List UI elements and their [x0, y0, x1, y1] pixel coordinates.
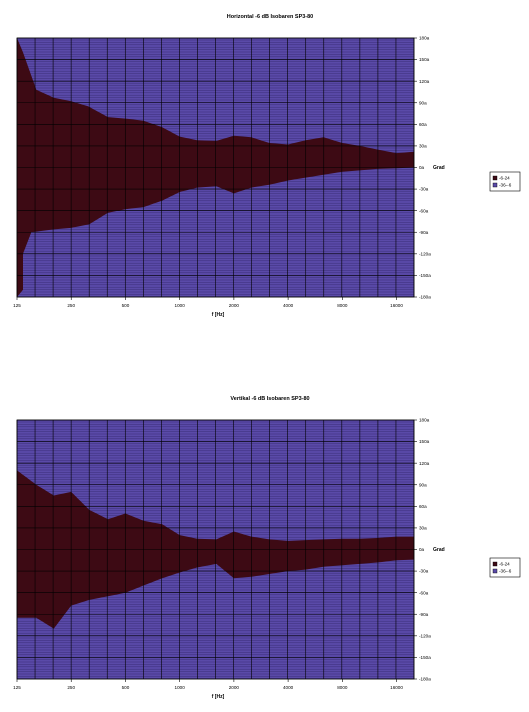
- y-tick-label: -150a: [419, 273, 431, 278]
- x-tick-label: 2000: [229, 303, 240, 308]
- y-tick-label: -180a: [419, 677, 431, 682]
- y-tick-label: -120a: [419, 251, 431, 256]
- x-tick-label: 125: [13, 303, 21, 308]
- horizontal-isobar-chart: Horizontal -6 dB Isobaren SP3-80 180a 150a…: [0, 0, 529, 330]
- x-axis-label: f [Hz]: [212, 694, 225, 700]
- y-tick-label: 90a: [419, 482, 427, 487]
- chart-title: Horizontal -6 dB Isobaren SP3-80: [227, 14, 314, 20]
- x-tick-label: 8000: [337, 303, 348, 308]
- x-tick-label: 8000: [337, 685, 348, 690]
- x-tick-label: 1000: [175, 303, 186, 308]
- x-tick-label: 4000: [283, 303, 294, 308]
- y-tick-label: 150a: [419, 57, 430, 62]
- y-tick-label: 30a: [419, 526, 427, 531]
- legend: -6-24 -36--6: [489, 171, 521, 192]
- y-tick-label: 30a: [419, 144, 427, 149]
- x-tick-label: 250: [67, 303, 75, 308]
- y-tick-label: -150a: [419, 655, 431, 660]
- y-tick-label: 120a: [419, 461, 430, 466]
- y-tick-label: 150a: [419, 439, 430, 444]
- y-tick-label: 0a: [419, 165, 425, 170]
- y-tick-label: -90a: [419, 230, 429, 235]
- legend-label: -6-24: [499, 176, 510, 181]
- chart-svg: Horizontal -6 dB Isobaren SP3-80 180a 150a…: [13, 14, 521, 318]
- y-tick-label: 180a: [419, 418, 430, 423]
- y-tick-label: -30a: [419, 187, 429, 192]
- legend-box: [489, 171, 521, 192]
- y-tick-label: -180a: [419, 295, 431, 300]
- vertical-isobar-chart: Vertikal -6 dB Isobaren SP3-80 180a 150a 12…: [0, 382, 529, 712]
- x-axis-label: f [Hz]: [212, 312, 225, 318]
- legend-box: [489, 557, 521, 578]
- y-tick-label: -30a: [419, 569, 429, 574]
- legend-label: -36--6: [499, 183, 512, 188]
- legend-swatch: [492, 568, 498, 574]
- x-tick-label: 125: [13, 685, 21, 690]
- x-tick-label: 16000: [390, 685, 403, 690]
- legend-swatch: [492, 182, 498, 188]
- x-tick-label: 16000: [390, 303, 403, 308]
- legend-swatch: [492, 561, 498, 567]
- y-tick-label: 0a: [419, 547, 425, 552]
- y-axis-label: Grad: [433, 165, 445, 171]
- x-tick-label: 250: [67, 685, 75, 690]
- y-tick-label: 60a: [419, 504, 427, 509]
- y-tick-label: 90a: [419, 100, 427, 105]
- x-tick-label: 1000: [175, 685, 186, 690]
- chart-title: Vertikal -6 dB Isobaren SP3-80: [230, 396, 309, 402]
- legend-label: -36--6: [499, 569, 512, 574]
- y-tick-label: -120a: [419, 633, 431, 638]
- legend: -6-24 -36--6: [489, 557, 521, 578]
- y-tick-label: 60a: [419, 122, 427, 127]
- y-tick-label: -60a: [419, 590, 429, 595]
- y-tick-label: 120a: [419, 79, 430, 84]
- x-tick-label: 500: [122, 685, 130, 690]
- x-tick-label: 4000: [283, 685, 294, 690]
- y-tick-label: -90a: [419, 612, 429, 617]
- chart-svg: Vertikal -6 dB Isobaren SP3-80 180a 150a 12…: [13, 396, 521, 700]
- x-tick-label: 500: [122, 303, 130, 308]
- y-tick-label: -60a: [419, 208, 429, 213]
- y-tick-label: 180a: [419, 36, 430, 41]
- x-tick-label: 2000: [229, 685, 240, 690]
- legend-label: -6-24: [499, 562, 510, 567]
- legend-swatch: [492, 175, 498, 181]
- y-axis-label: Grad: [433, 547, 445, 553]
